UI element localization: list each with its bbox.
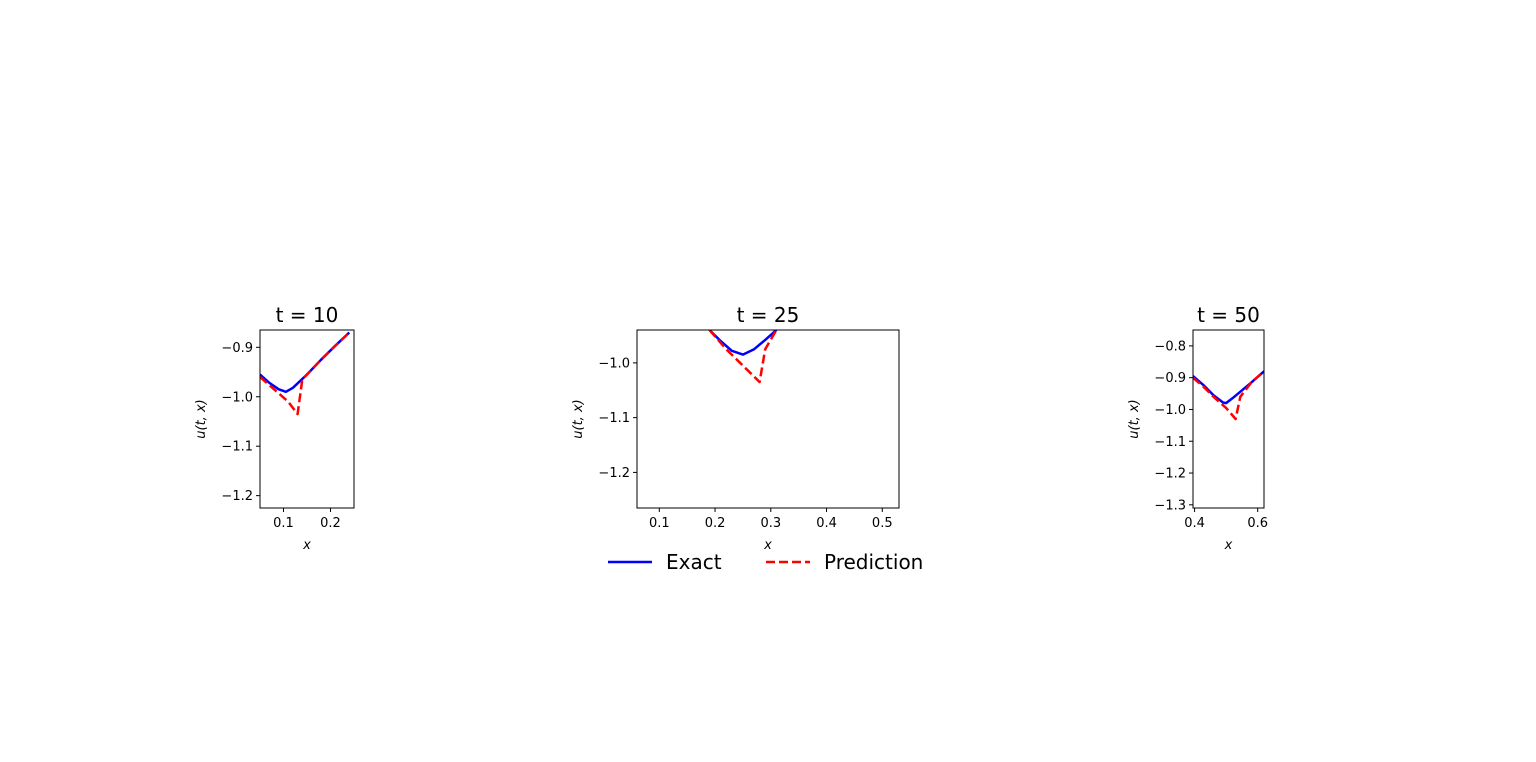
y-axis-label: u(t, x) [571, 399, 586, 438]
y-tick-label: −1.2 [1154, 467, 1186, 482]
x-tick-label: 0.2 [705, 516, 726, 531]
y-tick-label: −0.8 [1154, 339, 1186, 354]
y-tick-label: −1.1 [1154, 435, 1186, 450]
plot-frame [259, 329, 355, 509]
series-exact-line [260, 331, 351, 394]
subplot-title: t = 50 [1197, 303, 1260, 327]
legend-prediction-label: Prediction [824, 550, 923, 574]
y-axis-label: u(t, x) [1127, 399, 1142, 438]
x-tick-label: 0.4 [1184, 516, 1205, 531]
subplot-title: t = 10 [276, 303, 339, 327]
subplot-1: 0.1 0.2 0.3 0.4 0.5 −1.0 −1.1 −1.2 t = 25 x u(t, x… [571, 303, 900, 553]
x-axis-label: x [1224, 538, 1233, 553]
x-tick-label: 0.3 [760, 516, 781, 531]
x-axis-label: x [302, 538, 311, 553]
series-prediction-line [708, 330, 778, 384]
y-tick-label: −1.1 [221, 440, 253, 455]
legend-exact-label: Exact [666, 550, 722, 574]
y-axis-label: u(t, x) [194, 399, 209, 438]
y-tick-label: −1.0 [1154, 403, 1186, 418]
y-tick-label: −1.1 [598, 411, 630, 426]
x-tick-label: 0.5 [872, 516, 893, 531]
y-tick-label: −0.9 [221, 341, 253, 356]
y-tick-label: −1.0 [598, 356, 630, 371]
x-tick-label: 0.1 [649, 516, 670, 531]
subplot-0: 0.1 0.2 −0.9 −1.0 −1.1 −1.2 t = 10 x u(t, x) [194, 303, 355, 553]
y-tick-label: −1.2 [221, 489, 253, 504]
series-prediction-line [1193, 370, 1264, 421]
y-tick-label: −0.9 [1154, 371, 1186, 386]
plot-frame [1192, 329, 1265, 509]
x-tick-label: 0.4 [816, 516, 837, 531]
y-tick-label: −1.3 [1154, 498, 1186, 513]
y-tick-label: −1.0 [221, 390, 253, 405]
y-tick-label: −1.2 [598, 466, 630, 481]
subplot-2: 0.4 0.6 −0.8 −0.9 −1.0 −1.1 −1.2 −1.3 t = 50 x u(t… [1127, 303, 1268, 553]
x-axis-label: x [763, 538, 772, 553]
x-tick-label: 0.1 [273, 516, 294, 531]
legend: Exact Prediction [608, 550, 923, 574]
x-tick-label: 0.2 [320, 516, 341, 531]
plot-frame [636, 329, 900, 509]
subplot-title: t = 25 [737, 303, 800, 327]
x-tick-label: 0.6 [1247, 516, 1268, 531]
